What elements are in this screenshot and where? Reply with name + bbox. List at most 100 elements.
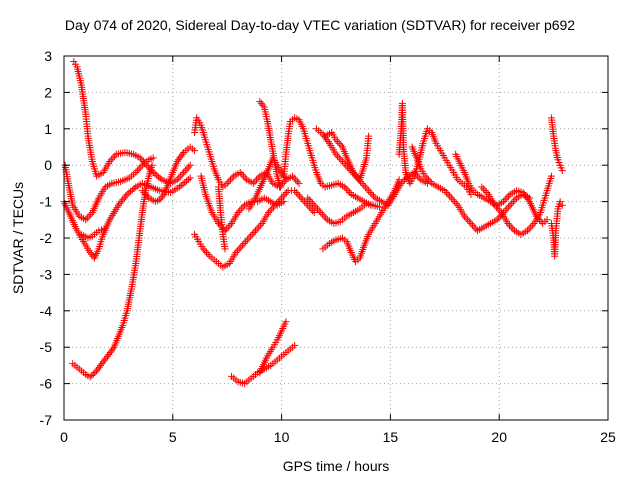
data-marker — [123, 175, 131, 183]
data-marker — [176, 172, 184, 180]
data-marker — [247, 178, 255, 186]
data-marker — [376, 211, 384, 219]
data-marker — [95, 363, 103, 371]
data-marker — [448, 166, 456, 174]
data-marker — [314, 205, 322, 213]
data-marker — [358, 196, 366, 204]
series-arc-p — [319, 176, 403, 266]
series-arc-t — [452, 150, 551, 227]
data-marker — [85, 246, 93, 254]
data-marker — [235, 245, 243, 253]
x-tick-label: 15 — [383, 429, 399, 445]
data-marker — [276, 196, 284, 204]
data-marker — [465, 188, 473, 196]
data-marker — [266, 207, 274, 215]
data-point — [186, 161, 194, 169]
data-marker — [255, 223, 263, 231]
data-marker — [337, 141, 345, 149]
data-marker — [183, 177, 191, 185]
data-marker — [94, 365, 102, 373]
data-marker — [342, 152, 350, 160]
data-marker — [223, 261, 231, 269]
data-marker — [522, 192, 530, 200]
data-marker — [553, 153, 561, 161]
data-marker — [196, 119, 204, 127]
data-marker — [106, 181, 114, 189]
data-marker — [241, 174, 249, 182]
data-marker — [288, 343, 296, 351]
data-marker — [344, 187, 352, 195]
data-marker — [281, 320, 289, 328]
data-marker — [320, 212, 328, 220]
y-axis-label: SDTVAR / TECUs — [10, 182, 26, 294]
data-marker — [490, 199, 498, 207]
data-marker — [116, 199, 124, 207]
data-marker — [332, 180, 340, 188]
y-tick-label: -3 — [40, 266, 53, 282]
data-marker — [259, 101, 267, 109]
data-marker — [299, 196, 307, 204]
data-marker — [273, 199, 281, 207]
data-marker — [154, 186, 162, 194]
data-marker — [101, 356, 109, 364]
data-point — [99, 358, 107, 366]
data-marker — [334, 138, 342, 146]
data-marker — [140, 189, 148, 196]
data-marker — [97, 361, 105, 369]
data-marker — [240, 239, 248, 247]
data-point — [256, 98, 264, 105]
data-marker — [238, 170, 246, 178]
data-marker — [439, 185, 447, 193]
data-marker — [183, 165, 191, 173]
series-arc-u — [478, 172, 555, 238]
y-tick-label: 1 — [44, 121, 52, 137]
data-marker — [511, 196, 519, 204]
data-marker — [201, 247, 209, 255]
data-marker — [153, 171, 161, 179]
data-marker — [253, 225, 261, 233]
data-point — [506, 201, 514, 209]
data-marker — [80, 369, 88, 377]
data-marker — [471, 189, 479, 196]
data-marker — [205, 148, 213, 156]
data-marker — [547, 175, 555, 183]
data-marker — [88, 372, 96, 380]
y-tick-label: 0 — [44, 157, 52, 173]
data-marker — [501, 196, 509, 204]
data-marker — [484, 221, 492, 229]
data-marker — [354, 206, 362, 214]
data-marker — [370, 222, 378, 230]
series-arc-c — [70, 57, 194, 187]
data-marker — [341, 214, 349, 222]
data-marker — [361, 183, 369, 191]
data-marker — [130, 170, 138, 178]
data-marker — [277, 329, 285, 337]
data-marker — [274, 198, 282, 206]
series-arc-f — [138, 143, 199, 206]
data-marker — [284, 347, 292, 355]
data-marker — [524, 196, 532, 204]
data-marker — [335, 154, 343, 162]
data-point — [558, 201, 566, 209]
data-marker — [138, 211, 146, 219]
data-marker — [492, 203, 500, 211]
data-marker — [340, 159, 348, 167]
data-marker — [164, 182, 172, 190]
data-marker — [346, 246, 354, 254]
data-marker — [452, 173, 460, 181]
data-marker — [342, 185, 350, 193]
data-marker — [248, 230, 256, 238]
x-tick-label: 5 — [169, 429, 177, 445]
data-marker — [137, 163, 145, 171]
data-point — [358, 179, 366, 187]
data-marker — [451, 198, 459, 206]
series-arc-d — [69, 161, 156, 381]
data-marker — [105, 350, 113, 358]
data-marker — [288, 116, 296, 124]
data-marker — [100, 185, 108, 193]
data-marker — [253, 176, 261, 184]
data-marker — [226, 176, 234, 184]
data-marker — [111, 152, 119, 160]
data-marker — [334, 152, 342, 160]
data-marker — [312, 203, 320, 211]
